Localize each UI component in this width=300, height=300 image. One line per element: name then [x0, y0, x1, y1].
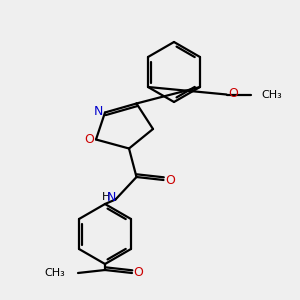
Text: O: O	[85, 133, 94, 146]
Text: CH₃: CH₃	[261, 89, 282, 100]
Text: O: O	[134, 266, 143, 280]
Text: N: N	[107, 190, 117, 204]
Text: H: H	[102, 192, 110, 202]
Text: O: O	[228, 86, 238, 100]
Text: N: N	[94, 105, 103, 119]
Text: O: O	[165, 173, 175, 187]
Text: CH₃: CH₃	[45, 268, 65, 278]
